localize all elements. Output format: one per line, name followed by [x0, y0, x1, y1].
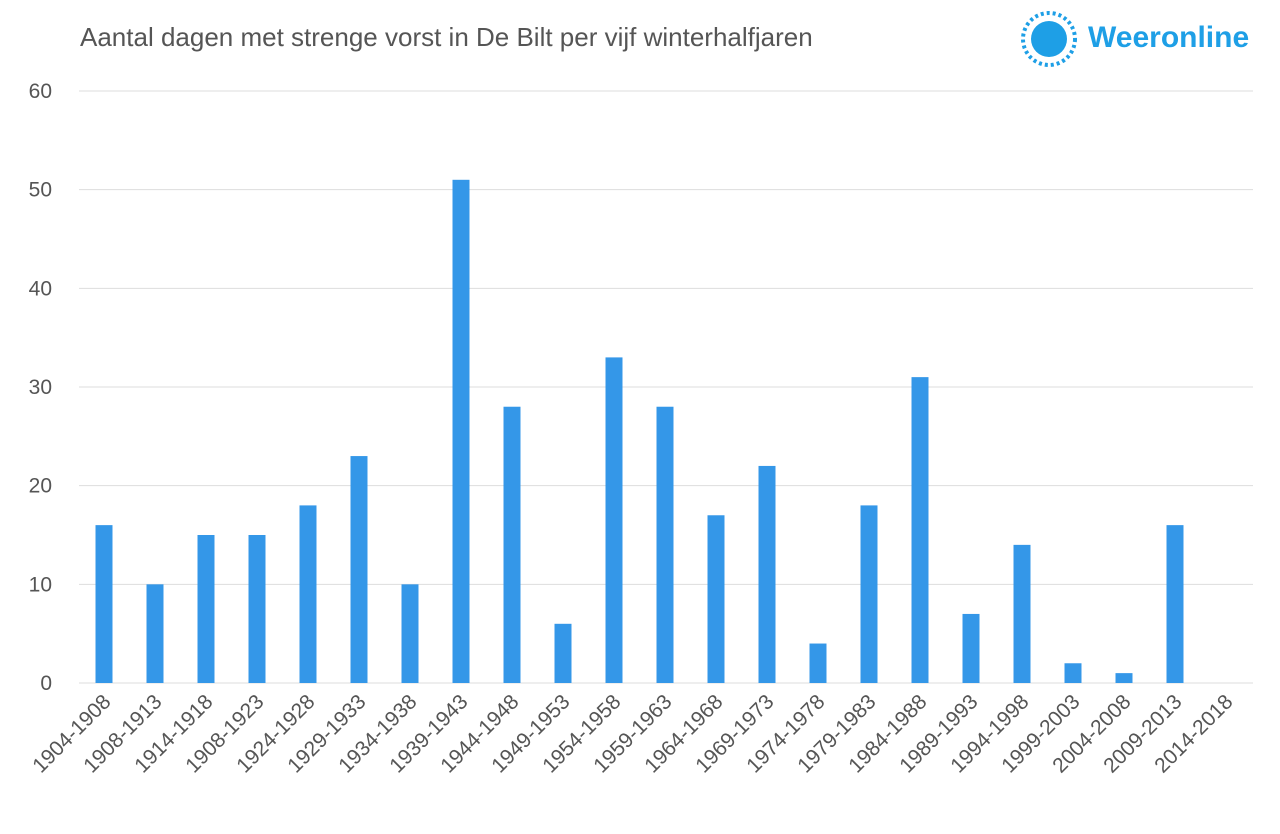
y-tick-label: 10	[29, 573, 52, 596]
bar-1939-1943	[452, 179, 470, 684]
bars	[95, 179, 1184, 684]
bar-1929-1933	[350, 456, 368, 683]
bar-1974-1978	[809, 643, 827, 683]
bar-2009-2013	[1166, 525, 1184, 683]
bar-1934-1938	[401, 584, 419, 683]
bar-1914-1918	[197, 535, 215, 683]
bar-1949-1953	[554, 623, 572, 683]
chart-title: Aantal dagen met strenge vorst in De Bil…	[80, 22, 813, 52]
y-tick-label: 20	[29, 475, 52, 498]
y-tick-label: 50	[29, 179, 52, 202]
bar-1989-1993	[962, 613, 980, 683]
bar-1959-1963	[656, 406, 674, 683]
bar-1979-1983	[860, 505, 878, 683]
bar-1964-1968	[707, 515, 725, 683]
y-tick-label: 40	[29, 277, 52, 300]
bar-1954-1958	[605, 357, 623, 683]
y-tick-label: 60	[29, 80, 52, 103]
bar-1984-1988	[911, 377, 929, 683]
brand-name: Weeronline	[1088, 21, 1250, 54]
sun-icon	[1021, 11, 1077, 67]
bar-1999-2003	[1064, 663, 1082, 683]
y-tick-label: 0	[40, 672, 52, 695]
y-axis-ticks: 0 10 20 30 40 50 60	[29, 80, 52, 695]
x-axis-ticks: 1904-19081908-19131914-19181908-19231924…	[28, 690, 1237, 777]
y-tick-label: 30	[29, 376, 52, 399]
bar-2004-2008	[1115, 673, 1133, 683]
bar-1924-1928	[299, 505, 317, 683]
bar-1994-1998	[1013, 544, 1031, 683]
bar-1969-1973	[758, 465, 776, 683]
bar-1908-1913	[146, 584, 164, 683]
bar-1944-1948	[503, 406, 521, 683]
brand-logo: Weeronline	[1018, 9, 1268, 69]
bar-1904-1908	[95, 525, 113, 683]
bar-1908-1923	[248, 535, 266, 683]
